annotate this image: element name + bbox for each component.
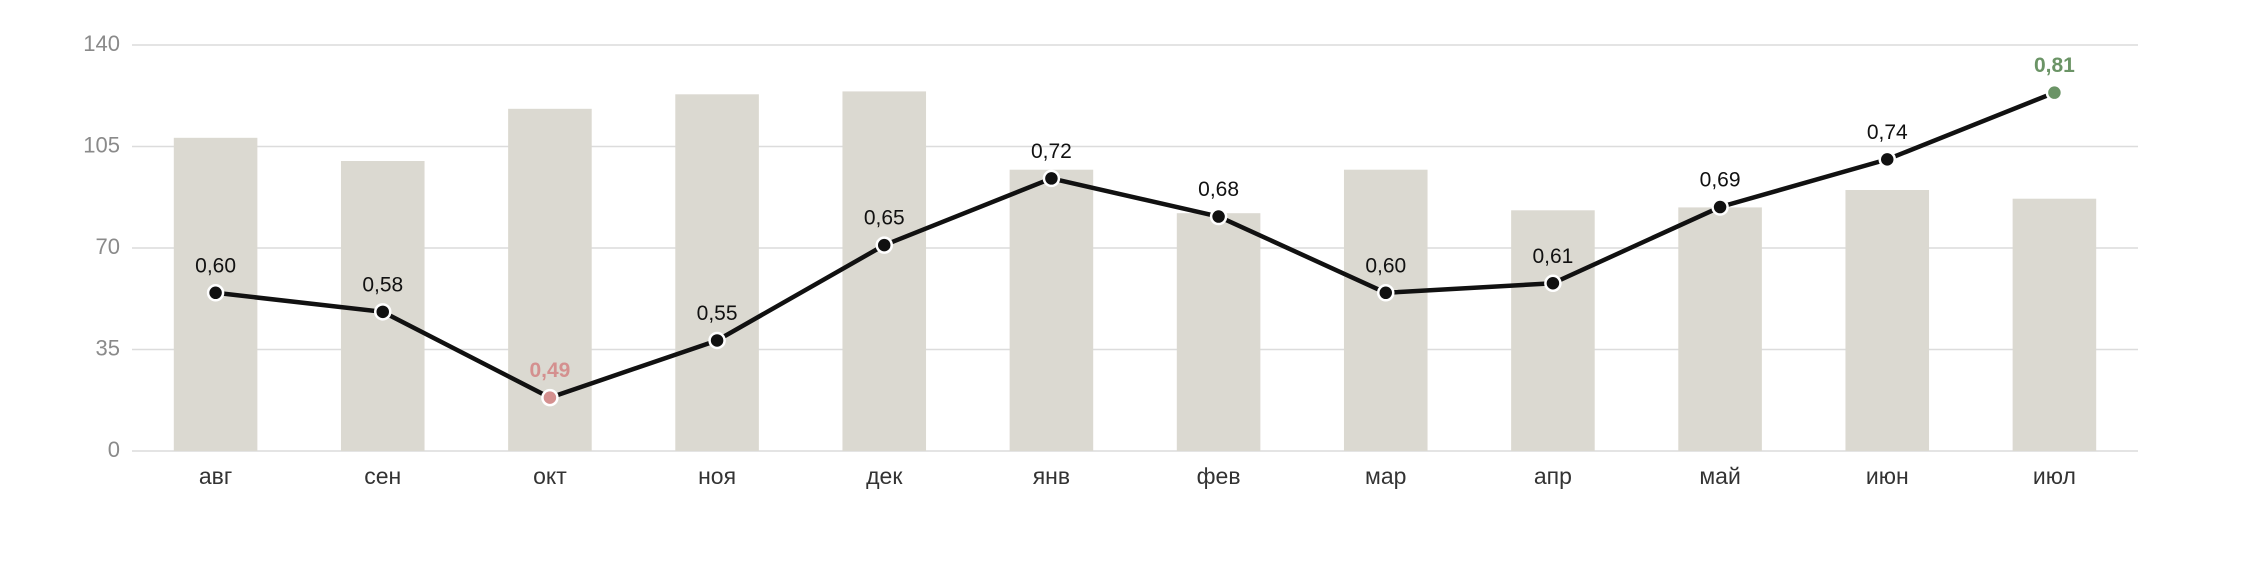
line-marker <box>875 236 893 254</box>
y-tick-label: 35 <box>96 335 120 360</box>
line-marker <box>206 284 225 302</box>
bar <box>1511 210 1595 451</box>
value-label: 0,55 <box>697 302 738 325</box>
line-marker <box>1042 169 1061 188</box>
x-tick-label: окт <box>533 463 567 489</box>
line-marker <box>1209 207 1228 226</box>
value-label: 0,65 <box>864 207 905 230</box>
value-label: 0,72 <box>1031 140 1072 163</box>
y-tick-label: 0 <box>108 437 120 462</box>
value-label: 0,49 <box>529 359 570 382</box>
bar <box>1343 169 1428 451</box>
x-tick-label: фев <box>1197 463 1241 489</box>
x-tick-label: авг <box>199 463 232 489</box>
x-tick-label: апр <box>1534 463 1572 489</box>
bars <box>173 91 2097 452</box>
x-tick-label: ноя <box>698 463 736 489</box>
line-marker <box>1878 150 1896 169</box>
value-label: 0,60 <box>195 254 236 277</box>
bar <box>842 91 927 452</box>
x-tick-label: май <box>1699 463 1740 489</box>
value-label: 0,60 <box>1365 254 1406 277</box>
x-tick-label: дек <box>866 463 903 489</box>
y-tick-label: 70 <box>96 234 120 259</box>
x-tick-label: сен <box>364 463 401 489</box>
value-label: 0,81 <box>2034 54 2075 77</box>
x-tick-label: июн <box>1866 463 1909 489</box>
bar <box>1678 207 1762 451</box>
x-tick-label: мар <box>1365 463 1406 489</box>
line <box>215 90 2056 400</box>
line-marker <box>2045 83 2064 102</box>
line-marker <box>541 388 559 407</box>
line-marker <box>374 303 392 321</box>
value-label: 0,68 <box>1198 178 1239 201</box>
line-marker <box>1711 198 1729 216</box>
bar <box>1845 190 1930 451</box>
value-label: 0,61 <box>1532 245 1573 268</box>
line-marker <box>1377 284 1395 302</box>
bar <box>1176 213 1261 451</box>
bar <box>1009 169 1094 451</box>
x-tick-label: янв <box>1033 463 1070 489</box>
x-tick-label: июл <box>2033 463 2076 489</box>
value-label: 0,74 <box>1867 121 1908 144</box>
value-label: 0,69 <box>1700 169 1741 192</box>
value-label: 0,58 <box>362 273 403 296</box>
grid <box>132 44 2138 452</box>
bar <box>2012 198 2097 451</box>
y-tick-label: 105 <box>83 132 120 157</box>
line-marker <box>708 331 726 350</box>
bar <box>675 94 759 452</box>
y-tick-label: 140 <box>83 31 120 56</box>
line-marker <box>1544 274 1562 293</box>
